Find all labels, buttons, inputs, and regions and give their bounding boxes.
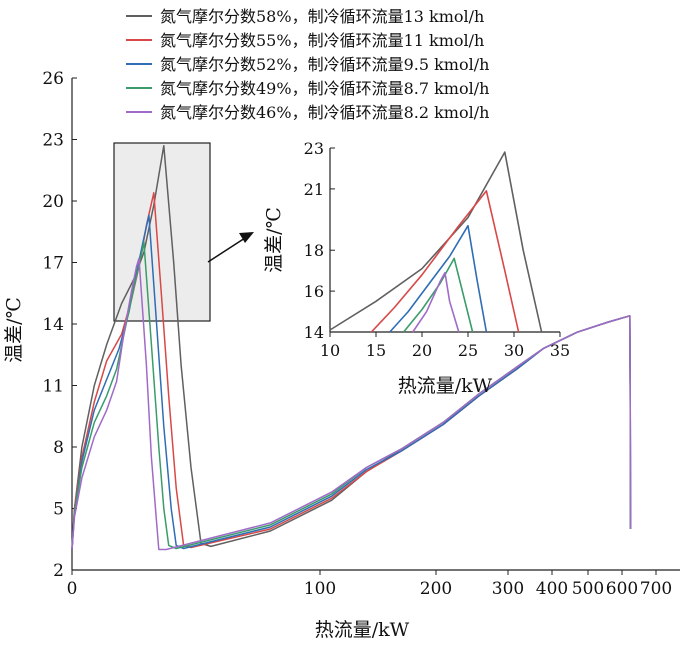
- x-tick-label: 0: [67, 579, 78, 599]
- inset-series-line-2: [370, 190, 520, 333]
- y-tick-label: 23: [42, 131, 64, 151]
- legend-label-1: 氮气摩尔分数58%，制冷循环流量13 kmol/h: [160, 7, 484, 26]
- inset-x-ticks: 10 15 20 25 30 35: [320, 332, 570, 360]
- zoom-region-box: [113, 142, 211, 322]
- x-tick-label: 400: [536, 579, 568, 599]
- inset-y-tick-label: 21: [304, 180, 324, 199]
- inset-x-tick-label: 20: [412, 341, 432, 360]
- y-axis-title: 温差/℃: [3, 297, 25, 363]
- y-tick-label: 5: [53, 500, 64, 520]
- series-line-5: [71, 257, 632, 551]
- inset-series-line-3: [389, 224, 488, 333]
- inset-y-tick-label: 16: [304, 282, 324, 301]
- inset-y-axis-title: 温差/℃: [263, 207, 285, 273]
- inset-series-line-4: [402, 257, 474, 333]
- inset-y-tick-label: 18: [304, 241, 324, 260]
- y-tick-label: 8: [53, 438, 64, 458]
- zoom-arrow-line: [207, 237, 246, 263]
- inset-series-line-5: [412, 271, 460, 333]
- x-tick-label: 200: [420, 579, 452, 599]
- x-tick-label: 600: [606, 579, 638, 599]
- inset-x-tick-label: 30: [504, 341, 524, 360]
- inset-y-tick-label: 14: [304, 323, 324, 342]
- zoom-arrow-head: [239, 232, 254, 243]
- legend: 氮气摩尔分数58%，制冷循环流量13 kmol/h 氮气摩尔分数55%，制冷循环流…: [126, 7, 489, 122]
- legend-label-2: 氮气摩尔分数55%，制冷循环流量11 kmol/h: [160, 31, 484, 50]
- inset-y-tick-label: 23: [304, 139, 324, 158]
- inset-x-tick-label: 25: [458, 341, 478, 360]
- x-tick-label: 100: [304, 579, 336, 599]
- x-tick-label: 500: [572, 579, 604, 599]
- inset-x-tick-label: 15: [366, 341, 386, 360]
- y-tick-label: 26: [42, 69, 64, 89]
- y-ticks: 2 5 8 11 14 17 20 23 26: [42, 69, 77, 581]
- x-tick-label: 300: [492, 579, 524, 599]
- y-tick-label: 17: [42, 254, 64, 274]
- y-tick-label: 20: [42, 192, 64, 212]
- inset-x-tick-label: 35: [550, 341, 570, 360]
- inset-x-axis-title: 热流量/kW: [398, 375, 493, 397]
- inset-x-tick-label: 10: [320, 341, 340, 360]
- legend-label-4: 氮气摩尔分数49%，制冷循环流量8.7 kmol/h: [160, 79, 489, 98]
- y-tick-label: 11: [42, 377, 64, 397]
- inset-axes: [329, 148, 560, 333]
- main-series-group: [71, 144, 632, 551]
- inset-series-line-1: [329, 151, 543, 333]
- x-ticks: 0 100 200 300 400 500 600 700: [67, 570, 672, 599]
- legend-label-5: 氮气摩尔分数46%，制冷循环流量8.2 kmol/h: [160, 103, 489, 122]
- inset-y-ticks: 14 16 18 21 23: [304, 139, 335, 342]
- x-axis-title: 热流量/kW: [315, 619, 410, 641]
- zoom-arrow: [207, 232, 254, 263]
- y-tick-label: 14: [42, 315, 64, 335]
- y-tick-label: 2: [53, 561, 64, 581]
- legend-label-3: 氮气摩尔分数52%，制冷循环流量9.5 kmol/h: [160, 55, 489, 74]
- x-tick-label: 700: [640, 579, 672, 599]
- inset-series-group: [329, 151, 543, 333]
